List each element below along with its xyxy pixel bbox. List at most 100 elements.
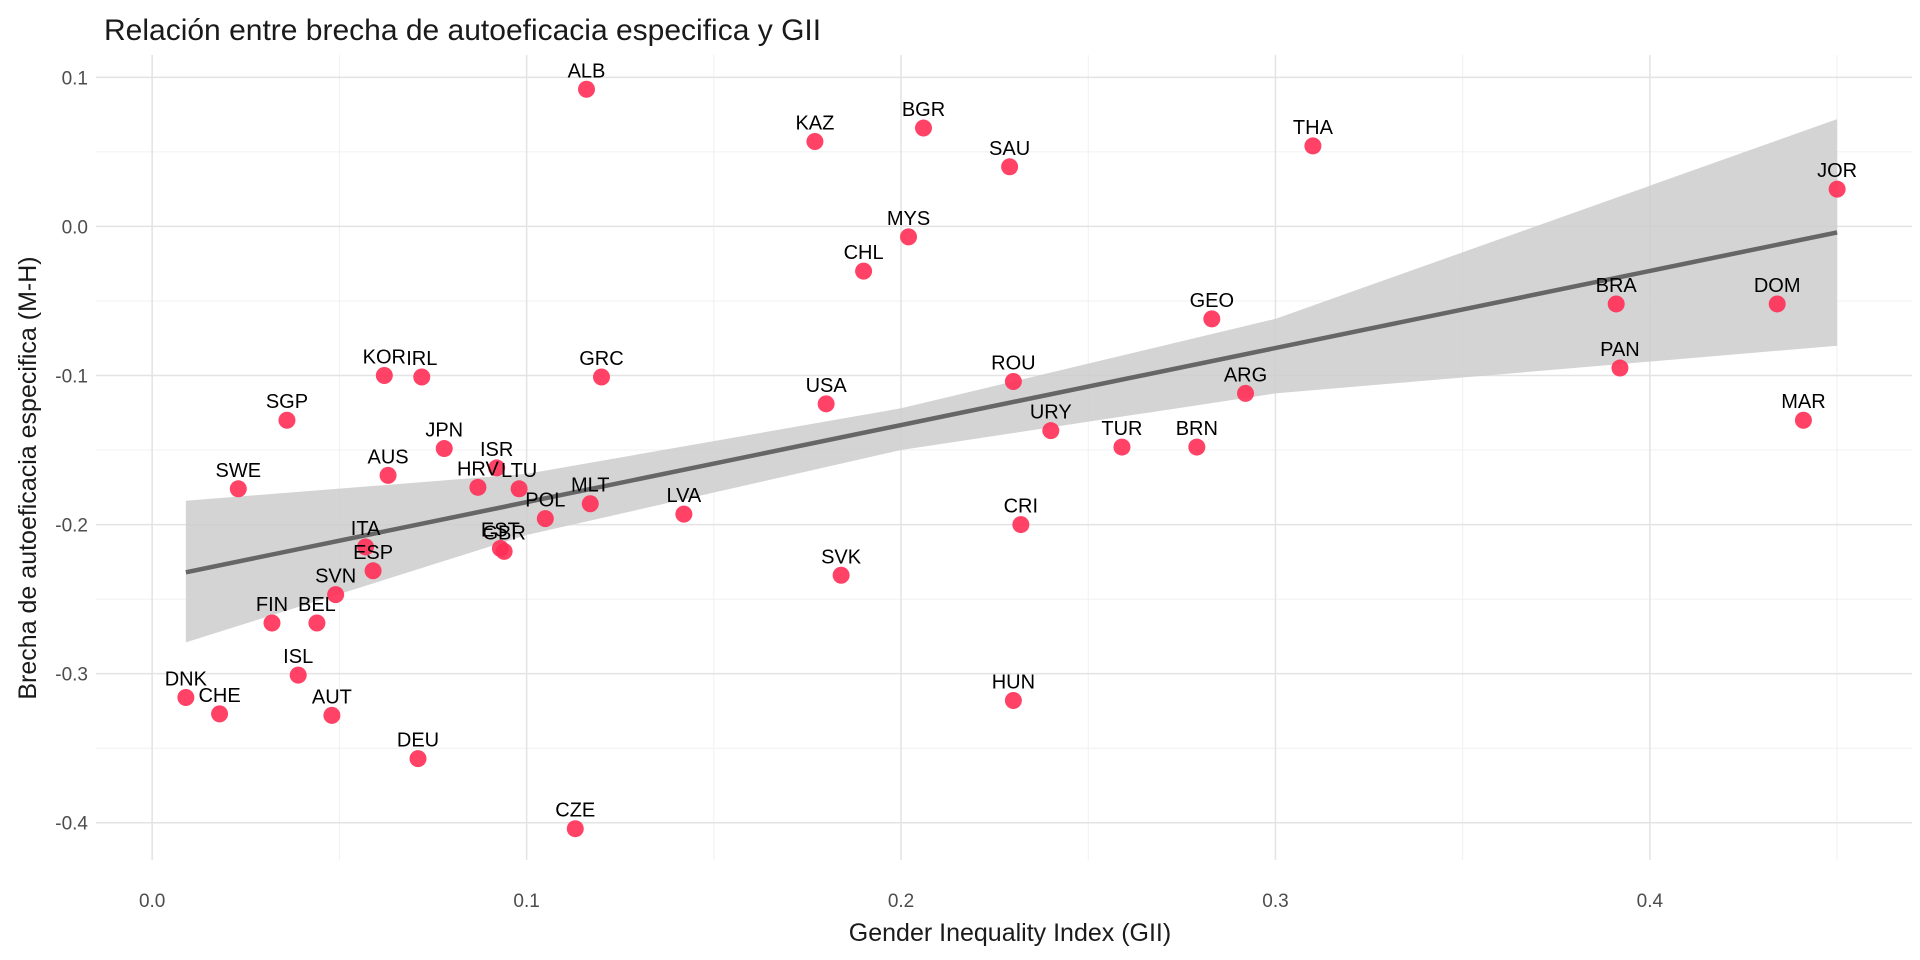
point-label-svn: SVN bbox=[315, 566, 356, 588]
y-tick-label: -0.4 bbox=[55, 814, 88, 835]
point-label-isr: ISR bbox=[480, 439, 513, 461]
point-label-geo: GEO bbox=[1190, 290, 1234, 312]
point-label-alb: ALB bbox=[568, 60, 606, 82]
data-point-brn bbox=[1188, 438, 1206, 456]
point-label-lva: LVA bbox=[666, 485, 701, 507]
data-point-swe bbox=[229, 480, 247, 498]
point-label-mys: MYS bbox=[887, 208, 930, 230]
data-point-mlt bbox=[581, 495, 599, 513]
point-label-sau: SAU bbox=[989, 138, 1030, 160]
data-point-aus bbox=[379, 466, 397, 484]
data-point-chl bbox=[855, 262, 873, 280]
point-label-svk: SVK bbox=[821, 546, 862, 568]
y-tick-label: 0.0 bbox=[62, 217, 88, 238]
point-label-bel: BEL bbox=[298, 594, 336, 616]
x-tick-label: 0.4 bbox=[1637, 891, 1664, 912]
data-point-irl bbox=[413, 368, 431, 386]
y-tick-label: -0.3 bbox=[55, 665, 88, 686]
data-point-ury bbox=[1042, 422, 1060, 440]
data-points bbox=[177, 80, 1846, 838]
point-label-ita: ITA bbox=[351, 518, 381, 540]
y-tick-label: -0.1 bbox=[55, 367, 88, 388]
y-tick-label: -0.2 bbox=[55, 516, 88, 537]
data-point-aut bbox=[323, 706, 341, 724]
point-label-mar: MAR bbox=[1781, 391, 1825, 413]
y-axis-ticks: 0.1 0.0 -0.1 -0.2 -0.3 -0.4 bbox=[55, 68, 88, 834]
point-label-tur: TUR bbox=[1101, 418, 1142, 440]
point-label-dom: DOM bbox=[1754, 275, 1801, 297]
y-axis-title: Brecha de autoeficacia especifica (M-H) bbox=[14, 256, 42, 699]
point-label-cri: CRI bbox=[1004, 496, 1038, 518]
x-axis-ticks: 0.0 0.1 0.2 0.3 0.4 bbox=[139, 891, 1664, 912]
data-point-ltu bbox=[510, 480, 528, 498]
point-label-mlt: MLT bbox=[571, 475, 610, 497]
point-label-isl: ISL bbox=[283, 646, 313, 668]
data-point-deu bbox=[409, 750, 427, 768]
point-label-chl: CHL bbox=[844, 242, 884, 264]
data-point-bgr bbox=[914, 119, 932, 137]
regression-line bbox=[185, 230, 1838, 575]
confidence-band-layer bbox=[185, 119, 1838, 643]
point-label-deu: DEU bbox=[397, 730, 439, 752]
x-tick-label: 0.3 bbox=[1262, 891, 1288, 912]
data-point-mar bbox=[1794, 411, 1812, 429]
x-tick-label: 0.0 bbox=[139, 891, 165, 912]
data-point-fin bbox=[263, 614, 281, 632]
data-point-usa bbox=[817, 395, 835, 413]
data-point-kaz bbox=[806, 132, 824, 150]
point-label-gbr: GBR bbox=[482, 522, 525, 544]
data-point-arg bbox=[1237, 384, 1255, 402]
data-point-pan bbox=[1611, 359, 1629, 377]
point-label-arg: ARG bbox=[1224, 364, 1267, 386]
data-point-svn bbox=[327, 586, 345, 604]
point-label-jor: JOR bbox=[1817, 160, 1857, 182]
point-label-ltu: LTU bbox=[501, 460, 537, 482]
data-point-isr bbox=[488, 459, 506, 477]
point-label-jpn: JPN bbox=[425, 420, 463, 442]
data-point-gbr bbox=[495, 542, 513, 560]
data-point-che bbox=[211, 705, 229, 723]
data-point-grc bbox=[592, 368, 610, 386]
data-point-bel bbox=[308, 614, 326, 632]
point-label-est: EST bbox=[481, 519, 520, 541]
point-label-pol: POL bbox=[525, 490, 565, 512]
data-point-kor bbox=[375, 367, 393, 385]
confidence-band bbox=[185, 119, 1838, 643]
point-label-sgp: SGP bbox=[266, 391, 308, 413]
point-label-fin: FIN bbox=[256, 594, 288, 616]
data-point-svk bbox=[832, 566, 850, 584]
data-point-cze bbox=[566, 820, 584, 838]
data-point-esp bbox=[364, 562, 382, 580]
point-label-aus: AUS bbox=[367, 446, 408, 468]
point-label-kaz: KAZ bbox=[795, 112, 834, 134]
point-label-pan: PAN bbox=[1600, 339, 1640, 361]
point-label-ury: URY bbox=[1030, 402, 1072, 424]
fit-line-layer bbox=[185, 230, 1838, 575]
x-tick-label: 0.2 bbox=[888, 891, 914, 912]
y-tick-label: 0.1 bbox=[62, 68, 88, 89]
data-point-dom bbox=[1768, 295, 1786, 313]
point-label-esp: ESP bbox=[353, 542, 393, 564]
x-axis-title: Gender Inequality Index (GII) bbox=[849, 919, 1171, 947]
data-point-ita bbox=[357, 538, 375, 556]
data-point-lva bbox=[675, 505, 693, 523]
data-point-hrv bbox=[469, 478, 487, 496]
point-label-dnk: DNK bbox=[165, 669, 208, 691]
data-point-tur bbox=[1113, 438, 1131, 456]
x-tick-label: 0.1 bbox=[513, 891, 539, 912]
data-point-dnk bbox=[177, 689, 195, 707]
data-point-jor bbox=[1828, 180, 1846, 198]
data-point-jpn bbox=[435, 440, 453, 458]
chart-title: Relación entre brecha de autoeficacia es… bbox=[104, 14, 821, 47]
data-point-sgp bbox=[278, 411, 296, 429]
point-label-bra: BRA bbox=[1596, 275, 1638, 297]
data-point-isl bbox=[289, 666, 307, 684]
data-point-bra bbox=[1607, 295, 1625, 313]
data-point-cri bbox=[1012, 516, 1030, 534]
point-label-irl: IRL bbox=[406, 348, 437, 370]
point-label-rou: ROU bbox=[991, 352, 1035, 374]
data-point-pol bbox=[536, 510, 554, 528]
point-label-kor: KOR bbox=[363, 347, 406, 369]
